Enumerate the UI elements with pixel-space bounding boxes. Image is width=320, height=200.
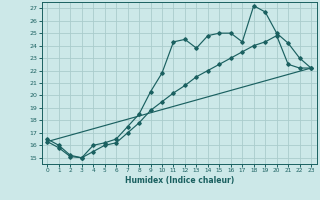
X-axis label: Humidex (Indice chaleur): Humidex (Indice chaleur) [124,176,234,185]
